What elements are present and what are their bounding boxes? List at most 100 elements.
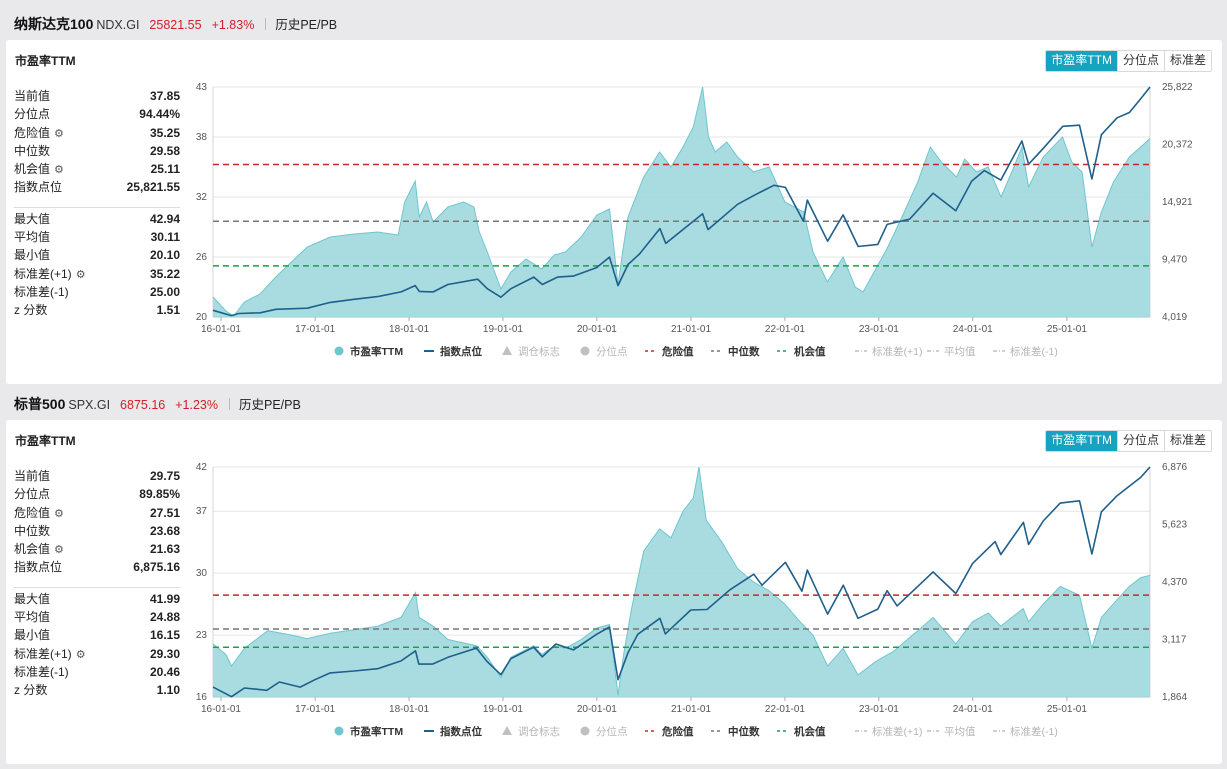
legend-item[interactable]: 分位点 bbox=[580, 725, 628, 738]
stat-label: 最小值 bbox=[14, 248, 51, 263]
legend-item[interactable]: 标准差(+1) bbox=[855, 345, 922, 358]
stat-row: 标准差(-1) 20.46 bbox=[14, 663, 180, 681]
x-tick-label: 19-01-01 bbox=[483, 324, 523, 335]
legend-dot-icon bbox=[580, 346, 590, 356]
history-pe-pb-link[interactable]: 历史PE/PB bbox=[275, 18, 338, 32]
legend-item[interactable]: 指数点位 bbox=[424, 345, 482, 358]
stat-row: 最大值 41.99 bbox=[14, 590, 180, 608]
pe-ttm-area bbox=[213, 87, 1150, 317]
stat-row: 最大值 42.94 bbox=[14, 210, 180, 228]
pe-ttm-line bbox=[212, 86, 1151, 317]
stat-label: 机会值 ⚙ bbox=[14, 160, 64, 179]
index-level-line bbox=[212, 466, 1151, 698]
legend-label: 分位点 bbox=[596, 725, 628, 738]
stat-value: 20.10 bbox=[149, 248, 180, 263]
y-right-tick-label: 1,864 bbox=[1162, 692, 1187, 703]
legend-item[interactable]: 标准差(+1) bbox=[855, 725, 922, 738]
stat-label: 中位数 bbox=[14, 143, 51, 158]
stat-label: 平均值 bbox=[14, 610, 51, 625]
settings-gear-icon[interactable]: ⚙ bbox=[54, 127, 64, 140]
y-left-tick-label: 42 bbox=[196, 462, 208, 473]
stat-value: 89.85% bbox=[139, 487, 180, 502]
index-code: SPX.GI bbox=[68, 398, 111, 412]
legend-item[interactable]: 危险值 bbox=[645, 725, 694, 738]
history-pe-pb-link[interactable]: 历史PE/PB bbox=[238, 398, 301, 412]
legend-label: 标准差(+1) bbox=[872, 725, 922, 738]
stat-row: 标准差(+1) ⚙ 35.22 bbox=[14, 265, 180, 283]
stats-divider bbox=[14, 206, 180, 208]
index-price: 25821.55 bbox=[149, 18, 202, 32]
legend-item[interactable]: 平均值 bbox=[927, 725, 976, 738]
legend-item[interactable]: 危险值 bbox=[645, 345, 694, 358]
legend-item[interactable]: 标准差(-1) bbox=[993, 345, 1058, 358]
stat-value: 25,821.55 bbox=[126, 180, 180, 195]
x-tick-label: 25-01-01 bbox=[1047, 704, 1087, 715]
tab-percentile[interactable]: 分位点 bbox=[1116, 51, 1164, 71]
y-left-tick-label: 38 bbox=[196, 132, 208, 143]
legend-dot-icon bbox=[580, 726, 590, 736]
x-tick-label: 23-01-01 bbox=[859, 704, 899, 715]
settings-gear-icon[interactable]: ⚙ bbox=[75, 648, 86, 661]
legend-item[interactable]: 调仓标志 bbox=[502, 345, 560, 358]
tab-std-dev[interactable]: 标准差 bbox=[1163, 431, 1211, 451]
legend-label: 分位点 bbox=[596, 345, 628, 358]
tab-percentile[interactable]: 分位点 bbox=[1116, 431, 1164, 451]
y-right-tick-label: 25,822 bbox=[1162, 82, 1193, 93]
stat-value: 25.11 bbox=[150, 162, 180, 177]
stat-value: 35.25 bbox=[149, 125, 180, 140]
legend-item[interactable]: 市盈率TTM bbox=[334, 345, 404, 358]
stats-divider bbox=[14, 586, 180, 588]
settings-gear-icon[interactable]: ⚙ bbox=[54, 507, 64, 520]
stat-value: 6,875.16 bbox=[133, 560, 180, 575]
y-right-tick-label: 9,470 bbox=[1162, 254, 1187, 265]
pe-card-spx: 市盈率TTM 市盈率TTM 分位点 标准差 当前值 29.75 分位点 89.85% 危… bbox=[6, 420, 1222, 764]
stats-panel: 当前值 37.85 分位点 94.44% 危险值 ⚙ 35.25 中位数 29.58 机会值 ⚙ 25… bbox=[14, 87, 180, 320]
stat-value: 23.68 bbox=[149, 523, 180, 538]
legend-label: 危险值 bbox=[661, 725, 694, 738]
legend-item[interactable]: 平均值 bbox=[927, 345, 976, 358]
stat-value: 41.99 bbox=[149, 591, 180, 606]
legend-item[interactable]: 指数点位 bbox=[424, 725, 482, 738]
legend-item[interactable]: 市盈率TTM bbox=[334, 725, 404, 738]
x-tick-label: 22-01-01 bbox=[765, 704, 805, 715]
x-tick-label: 17-01-01 bbox=[295, 324, 335, 335]
x-tick-label: 21-01-01 bbox=[671, 324, 711, 335]
stat-row: 危险值 ⚙ 35.25 bbox=[14, 124, 180, 142]
legend-label: 调仓标志 bbox=[518, 725, 560, 738]
stat-row: 当前值 37.85 bbox=[14, 87, 180, 105]
y-left-tick-label: 43 bbox=[196, 82, 208, 93]
stat-value: 94.44% bbox=[139, 107, 180, 122]
legend-label: 中位数 bbox=[728, 725, 760, 738]
tab-std-dev[interactable]: 标准差 bbox=[1163, 51, 1211, 71]
stat-label: 机会值 ⚙ bbox=[14, 540, 64, 559]
legend-item[interactable]: 中位数 bbox=[711, 725, 760, 738]
settings-gear-icon[interactable]: ⚙ bbox=[75, 268, 86, 281]
legend-item[interactable]: 标准差(-1) bbox=[993, 725, 1058, 738]
legend-item[interactable]: 分位点 bbox=[580, 345, 628, 358]
stat-label: 中位数 bbox=[14, 523, 51, 538]
legend-item[interactable]: 机会值 bbox=[777, 725, 826, 738]
y-left-tick-label: 23 bbox=[196, 630, 208, 641]
y-left-tick-label: 32 bbox=[196, 192, 208, 203]
tab-pe-ttm[interactable]: 市盈率TTM bbox=[1046, 431, 1117, 451]
x-tick-label: 22-01-01 bbox=[765, 324, 805, 335]
settings-gear-icon[interactable]: ⚙ bbox=[54, 544, 64, 557]
index-name: 纳斯达克100 bbox=[14, 16, 94, 32]
stat-label: 指数点位 bbox=[14, 180, 63, 195]
x-tick-label: 23-01-01 bbox=[859, 324, 899, 335]
stat-label: 最大值 bbox=[14, 211, 51, 226]
legend-triangle-icon bbox=[502, 346, 512, 355]
stat-label: 最小值 bbox=[14, 628, 51, 643]
stat-row: 最小值 16.15 bbox=[14, 626, 180, 644]
legend-item[interactable]: 机会值 bbox=[777, 345, 826, 358]
settings-gear-icon[interactable]: ⚙ bbox=[54, 164, 64, 177]
y-left-tick-label: 16 bbox=[196, 692, 208, 703]
legend-item[interactable]: 调仓标志 bbox=[502, 725, 560, 738]
stat-value: 42.94 bbox=[149, 211, 180, 226]
section-header-spx: 标普500 SPX.GI 6875.16 +1.23% 历史PE/PB bbox=[0, 382, 1227, 420]
stat-label: 标准差(+1) ⚙ bbox=[14, 265, 86, 284]
x-tick-label: 16-01-01 bbox=[201, 324, 241, 335]
y-right-tick-label: 14,921 bbox=[1162, 197, 1193, 208]
legend-item[interactable]: 中位数 bbox=[711, 345, 760, 358]
tab-pe-ttm[interactable]: 市盈率TTM bbox=[1046, 51, 1117, 71]
